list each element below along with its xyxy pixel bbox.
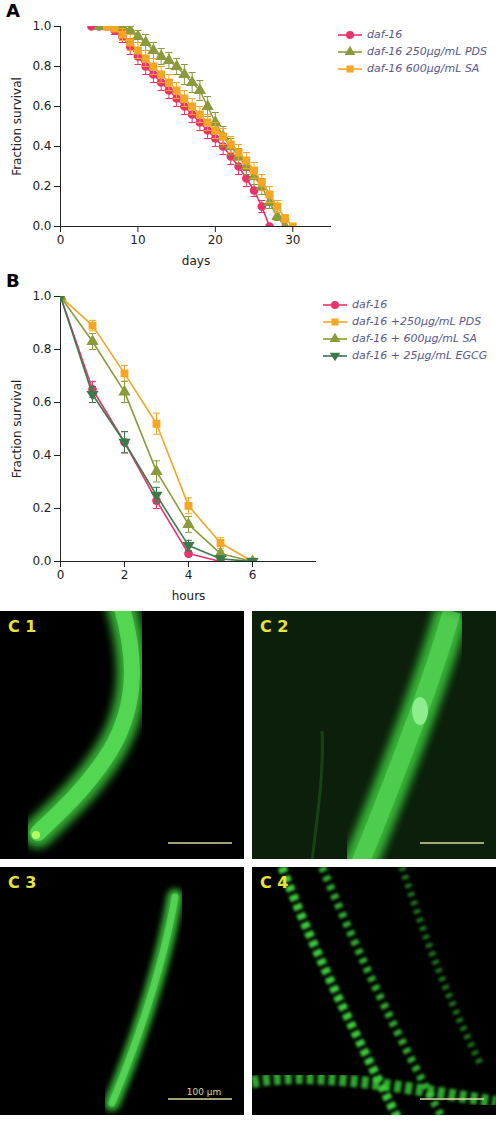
html-text:daf-16 600µg/mL SA: daf-16 600µg/mL SA — [367, 62, 480, 75]
html-text:daf-16 +250µg/mL PDS: daf-16 +250µg/mL PDS — [352, 315, 482, 328]
html-text:daf-16 250µg/mL PDS: daf-16 250µg/mL PDS — [367, 45, 487, 58]
html-text:100 µm: 100 µm — [186, 1087, 222, 1097]
html-text:B: B — [6, 270, 20, 291]
svg-text:0: 0 — [57, 233, 65, 247]
html-text:C 4: C 4 — [260, 873, 289, 892]
svg-text:0: 0 — [57, 568, 65, 582]
svg-text:hours: hours — [172, 589, 206, 603]
svg-text:0.8: 0.8 — [32, 59, 51, 73]
svg-text:4: 4 — [185, 568, 193, 582]
svg-text:0.8: 0.8 — [32, 342, 51, 356]
html-text:C 2: C 2 — [260, 617, 289, 636]
svg-text:0.6: 0.6 — [32, 99, 51, 113]
svg-text:0.4: 0.4 — [32, 139, 51, 153]
html-text:C 1: C 1 — [8, 617, 37, 636]
svg-text:0.0: 0.0 — [32, 554, 51, 568]
svg-text:0.2: 0.2 — [32, 501, 51, 515]
svg-text:1.0: 1.0 — [32, 19, 51, 33]
svg-text:0.2: 0.2 — [32, 179, 51, 193]
html-text:daf-16: daf-16 — [352, 298, 388, 311]
svg-text:1.0: 1.0 — [32, 289, 51, 303]
html-text:daf-16 + 25µg/mL EGCG: daf-16 + 25µg/mL EGCG — [352, 349, 488, 362]
svg-text:6: 6 — [249, 568, 257, 582]
svg-text:0.4: 0.4 — [32, 448, 51, 462]
svg-text:Fraction survival: Fraction survival — [10, 380, 24, 479]
svg-text:days: days — [182, 254, 210, 268]
svg-text:10: 10 — [130, 233, 145, 247]
svg-text:20: 20 — [208, 233, 223, 247]
svg-text:30: 30 — [285, 233, 300, 247]
html-text:daf-16: daf-16 — [367, 28, 403, 41]
html-text:A: A — [6, 0, 20, 21]
svg-text:0.0: 0.0 — [32, 219, 51, 233]
html-text:daf-16 + 600µg/mL SA: daf-16 + 600µg/mL SA — [352, 332, 478, 345]
svg-text:2: 2 — [121, 568, 129, 582]
svg-text:0.6: 0.6 — [32, 395, 51, 409]
html-text:C 3: C 3 — [8, 873, 37, 892]
svg-text:Fraction survival: Fraction survival — [10, 77, 24, 176]
